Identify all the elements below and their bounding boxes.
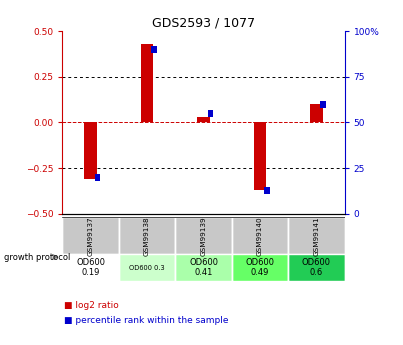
Bar bbox=[208, 110, 213, 117]
Bar bbox=[288, 217, 345, 254]
Bar bbox=[288, 254, 345, 281]
Text: OD600
0.41: OD600 0.41 bbox=[189, 258, 218, 277]
Bar bbox=[62, 217, 119, 254]
Bar bbox=[310, 104, 322, 122]
Text: growth protocol: growth protocol bbox=[4, 253, 71, 262]
Bar bbox=[264, 187, 270, 194]
Text: OD600
0.6: OD600 0.6 bbox=[302, 258, 331, 277]
Bar bbox=[232, 217, 288, 254]
Title: GDS2593 / 1077: GDS2593 / 1077 bbox=[152, 17, 255, 30]
Text: GSM99139: GSM99139 bbox=[201, 216, 206, 256]
Bar bbox=[175, 217, 232, 254]
Bar bbox=[141, 44, 153, 122]
Bar bbox=[232, 254, 288, 281]
Text: GSM99137: GSM99137 bbox=[88, 216, 93, 256]
Text: GSM99140: GSM99140 bbox=[257, 216, 263, 256]
Bar bbox=[197, 117, 210, 122]
Text: GSM99141: GSM99141 bbox=[314, 216, 319, 256]
Bar bbox=[119, 254, 175, 281]
Bar bbox=[320, 101, 326, 108]
Text: GSM99138: GSM99138 bbox=[144, 216, 150, 256]
Text: OD600
0.19: OD600 0.19 bbox=[76, 258, 105, 277]
Text: OD600 0.3: OD600 0.3 bbox=[129, 265, 165, 271]
Bar bbox=[254, 122, 266, 190]
Text: ■ log2 ratio: ■ log2 ratio bbox=[64, 301, 119, 310]
Bar bbox=[119, 217, 175, 254]
Bar bbox=[62, 254, 119, 281]
Bar bbox=[175, 254, 232, 281]
Text: ■ percentile rank within the sample: ■ percentile rank within the sample bbox=[64, 316, 229, 325]
Bar bbox=[85, 122, 97, 179]
Text: OD600
0.49: OD600 0.49 bbox=[245, 258, 274, 277]
Bar bbox=[95, 174, 100, 181]
Bar bbox=[151, 46, 157, 53]
